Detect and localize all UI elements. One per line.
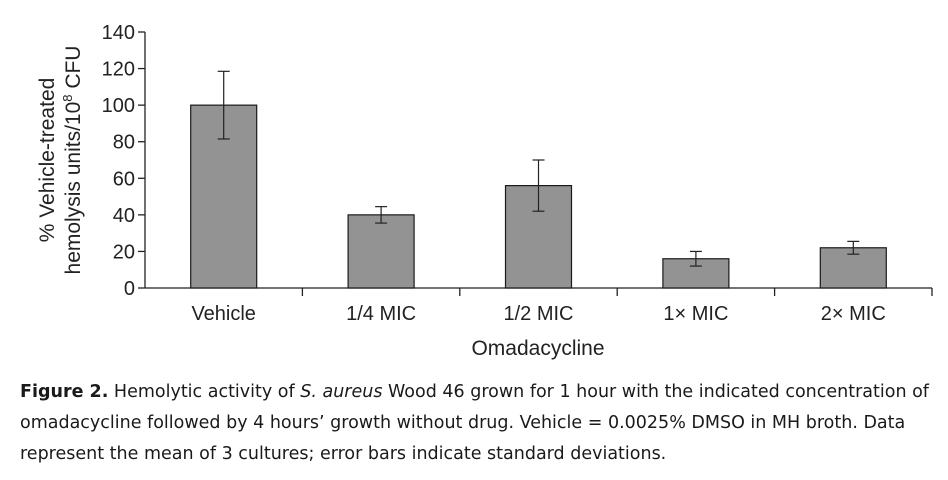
caption-species: S. aureus	[300, 382, 383, 402]
x-tick-label: 1/4 MIC	[346, 303, 416, 325]
y-tick-label: 20	[113, 241, 135, 263]
caption-label: Figure 2.	[20, 382, 109, 402]
x-tick-label: 1/2 MIC	[503, 303, 573, 325]
y-axis: 0 20 40 60 80 100 120 140	[102, 22, 146, 300]
y-axis-label: % Vehicle-treated hemolysis units/108 CF…	[36, 46, 85, 275]
bars	[190, 104, 887, 289]
bar-chart: % Vehicle-treated hemolysis units/108 CF…	[36, 22, 933, 360]
y-tick-label: 40	[113, 205, 135, 227]
y-tick-label: 60	[113, 168, 135, 190]
error-bars	[217, 70, 860, 267]
bar	[347, 214, 415, 289]
y-axis-label-line2: hemolysis units/108 CFU	[60, 46, 85, 275]
y-tick-label: 120	[102, 59, 135, 81]
x-axis: Vehicle 1/4 MIC 1/2 MIC 1× MIC 2× MIC	[145, 287, 933, 325]
figure-caption: Figure 2. Hemolytic activity of S. aureu…	[20, 377, 940, 470]
x-tick-label: 2× MIC	[821, 303, 886, 325]
y-tick-label: 100	[102, 95, 135, 117]
caption-text-before: Hemolytic activity of	[108, 382, 301, 402]
y-tick-label: 140	[102, 22, 135, 44]
x-tick-label: Vehicle	[191, 303, 256, 325]
x-tick-label: 1× MIC	[663, 303, 728, 325]
caption-text-after: Wood 46 grown for 1 hour with the indica…	[20, 382, 929, 464]
y-axis-label-line1: % Vehicle-treated	[36, 78, 59, 243]
y-tick-label: 80	[113, 132, 135, 154]
y-tick-label: 0	[124, 278, 135, 300]
x-axis-label: Omadacycline	[471, 337, 604, 360]
